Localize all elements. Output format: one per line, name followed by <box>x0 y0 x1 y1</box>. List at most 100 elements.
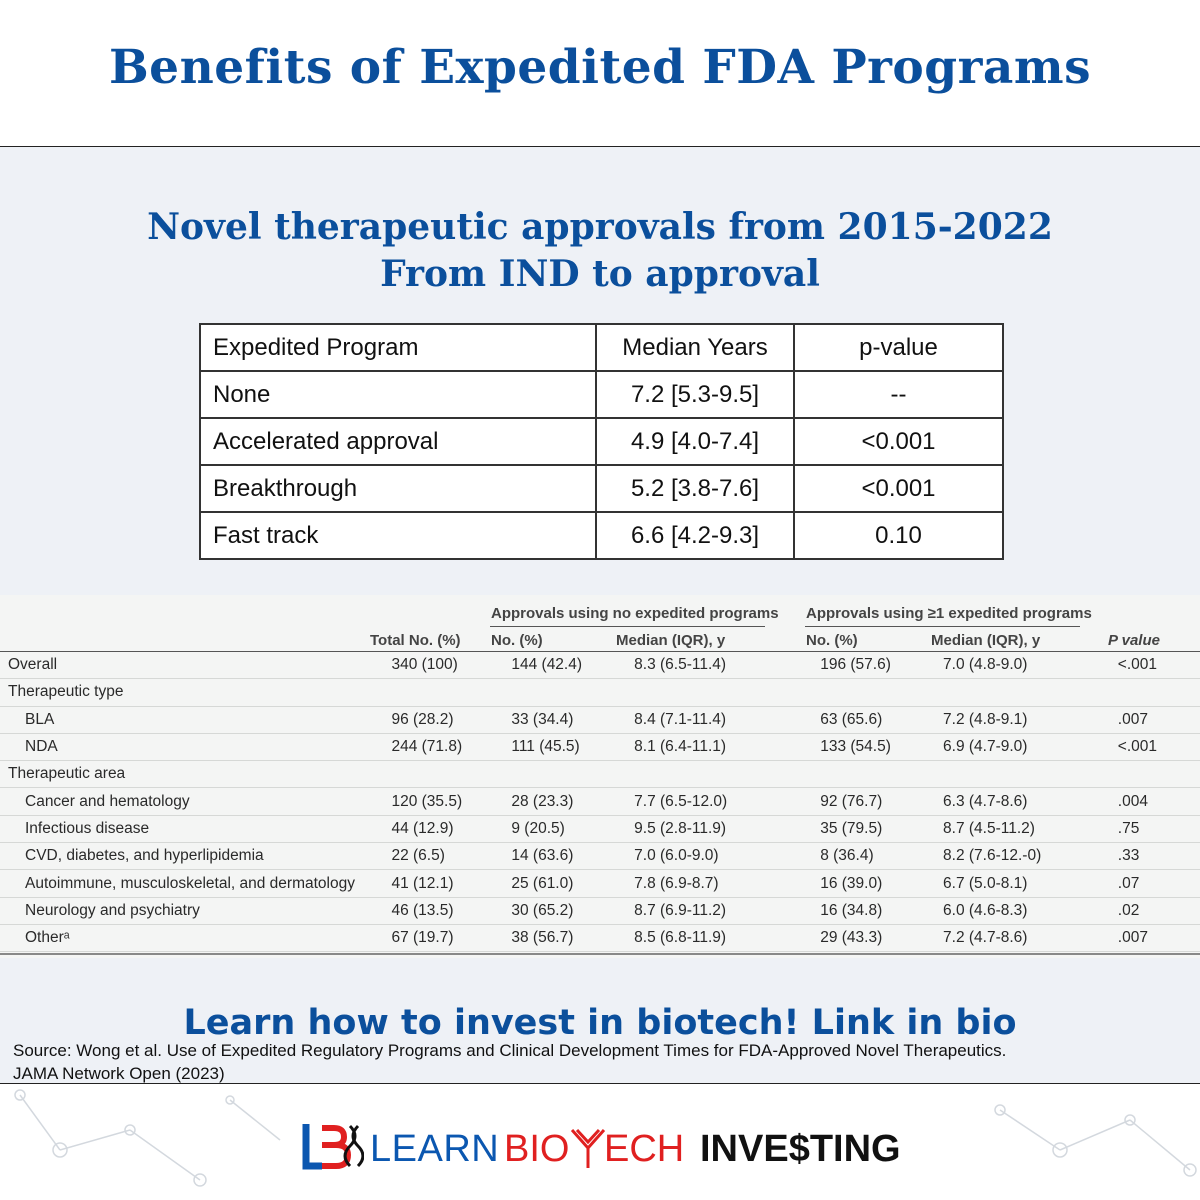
summary-cell: <0.001 <box>794 465 1003 512</box>
detail-cell: <.001 <box>1118 652 1200 679</box>
call-to-action: Learn how to invest in biotech! Link in … <box>0 1003 1200 1043</box>
detail-cell: 8.1 (6.4-11.1) <box>634 733 820 760</box>
detail-cell: 120 (35.5) <box>391 788 511 815</box>
summary-cell: None <box>200 371 596 418</box>
detail-cell <box>943 761 1118 788</box>
detail-cell: 144 (42.4) <box>511 652 634 679</box>
detail-cell: 96 (28.2) <box>391 706 511 733</box>
detail-cell <box>634 679 820 706</box>
detail-cell: 22 (6.5) <box>391 843 511 870</box>
summary-cell: Accelerated approval <box>200 418 596 465</box>
detail-table-row: Neurology and psychiatry 46 (13.5) 30 (65.… <box>0 897 1200 924</box>
summary-cell: 6.6 [4.2-9.3] <box>596 512 794 559</box>
detail-cell: 25 (61.0) <box>511 870 634 897</box>
detail-cell: .07 <box>1118 870 1200 897</box>
detail-cell: 92 (76.7) <box>820 788 943 815</box>
detail-cell: .75 <box>1118 815 1200 842</box>
detail-cell: 7.8 (6.9-8.7) <box>634 870 820 897</box>
detail-cell: 44 (12.9) <box>391 815 511 842</box>
detail-cell: 7.2 (4.7-8.6) <box>943 924 1118 951</box>
subtitle-line-1: Novel therapeutic approvals from 2015-20… <box>0 206 1200 248</box>
antibody-y-icon <box>568 1126 608 1170</box>
detail-cell <box>511 679 634 706</box>
detail-table-row: BLA 96 (28.2) 33 (34.4) 8.4 (7.1-11.4) 63 (6… <box>0 706 1200 733</box>
row-label: NDA <box>0 733 391 760</box>
logo-word-bio: BIO <box>504 1128 569 1171</box>
col-header-median-1: Median (IQR), y <box>616 632 725 649</box>
detail-cell: .02 <box>1118 897 1200 924</box>
summary-header-cell: Expedited Program <box>200 324 596 371</box>
detail-cell: 41 (12.1) <box>391 870 511 897</box>
col-header-total: Total No. (%) <box>370 632 461 649</box>
detail-cell: 29 (43.3) <box>820 924 943 951</box>
summary-header-row: Expedited Program Median Years p-value <box>200 324 1003 371</box>
row-label: Neurology and psychiatry <box>0 897 391 924</box>
detail-cell: .004 <box>1118 788 1200 815</box>
detail-cell: .33 <box>1118 843 1200 870</box>
row-label: Autoimmune, musculoskeletal, and dermato… <box>0 870 391 897</box>
detail-cell <box>391 679 511 706</box>
detail-cell: 33 (34.4) <box>511 706 634 733</box>
detail-cell: 30 (65.2) <box>511 897 634 924</box>
page-title: Benefits of Expedited FDA Programs <box>0 40 1200 95</box>
group-header-no-expedited: Approvals using no expedited programs <box>491 605 779 622</box>
detail-cell: 63 (65.6) <box>820 706 943 733</box>
detail-cell: 7.0 (4.8-9.0) <box>943 652 1118 679</box>
detail-cell: 244 (71.8) <box>391 733 511 760</box>
row-label: Otherᵃ <box>0 924 391 951</box>
detail-cell: 7.2 (4.8-9.1) <box>943 706 1118 733</box>
logo-word-learn: LEARN <box>370 1128 499 1171</box>
row-label: Overall <box>0 652 391 679</box>
row-label: Infectious disease <box>0 815 391 842</box>
detail-cell <box>511 761 634 788</box>
table-bottom-rule <box>0 953 1200 955</box>
col-header-no-2: No. (%) <box>806 632 858 649</box>
detail-cell: 8.4 (7.1-11.4) <box>634 706 820 733</box>
detail-cell: 46 (13.5) <box>391 897 511 924</box>
detail-cell <box>1118 679 1200 706</box>
detail-cell: 67 (19.7) <box>391 924 511 951</box>
detail-cell: .007 <box>1118 706 1200 733</box>
logo-word-tech: ECH <box>604 1128 684 1171</box>
detail-cell <box>1118 761 1200 788</box>
subtitle-line-2: From IND to approval <box>0 253 1200 295</box>
detail-cell: 6.0 (4.6-8.3) <box>943 897 1118 924</box>
summary-header-cell: p-value <box>794 324 1003 371</box>
detail-cell <box>943 679 1118 706</box>
summary-cell: 5.2 [3.8-7.6] <box>596 465 794 512</box>
detail-table-row: Cancer and hematology 120 (35.5) 28 (23.3)… <box>0 788 1200 815</box>
detail-table: Overall 340 (100) 144 (42.4) 8.3 (6.5-11.4)… <box>0 652 1200 952</box>
summary-cell: -- <box>794 371 1003 418</box>
detail-table-row: Infectious disease 44 (12.9) 9 (20.5) 9.5 (… <box>0 815 1200 842</box>
group-header-expedited: Approvals using ≥1 expedited programs <box>806 605 1092 622</box>
detail-cell: 7.7 (6.5-12.0) <box>634 788 820 815</box>
col-header-pvalue: P value <box>1108 632 1160 649</box>
group-underline <box>490 626 765 627</box>
detail-cell: 35 (79.5) <box>820 815 943 842</box>
detail-cell: 8.5 (6.8-11.9) <box>634 924 820 951</box>
detail-cell: 8.3 (6.5-11.4) <box>634 652 820 679</box>
detail-table-row: CVD, diabetes, and hyperlipidemia 22 (6.5… <box>0 843 1200 870</box>
title-band: Benefits of Expedited FDA Programs <box>0 0 1200 147</box>
summary-header-cell: Median Years <box>596 324 794 371</box>
detail-cell: 111 (45.5) <box>511 733 634 760</box>
detail-cell: .007 <box>1118 924 1200 951</box>
source-citation: Source: Wong et al. Use of Expedited Reg… <box>13 1039 1006 1085</box>
logo-word-investing: INVE$TING <box>700 1128 901 1171</box>
lbi-dna-icon <box>300 1120 364 1176</box>
summary-table: Expedited Program Median Years p-value N… <box>199 323 1004 560</box>
detail-cell: 14 (63.6) <box>511 843 634 870</box>
detail-cell: <.001 <box>1118 733 1200 760</box>
detail-cell: 16 (39.0) <box>820 870 943 897</box>
col-header-no-1: No. (%) <box>491 632 543 649</box>
detail-cell <box>820 761 943 788</box>
detail-cell: 133 (54.5) <box>820 733 943 760</box>
summary-row: Accelerated approval 4.9 [4.0-7.4] <0.00… <box>200 418 1003 465</box>
detail-cell: 8.7 (6.9-11.2) <box>634 897 820 924</box>
row-label: CVD, diabetes, and hyperlipidemia <box>0 843 391 870</box>
detail-cell: 8 (36.4) <box>820 843 943 870</box>
detail-table-image: Approvals using no expedited programs Ap… <box>0 595 1200 958</box>
detail-cell: 6.3 (4.7-8.6) <box>943 788 1118 815</box>
detail-cell: 9 (20.5) <box>511 815 634 842</box>
detail-cell <box>391 761 511 788</box>
